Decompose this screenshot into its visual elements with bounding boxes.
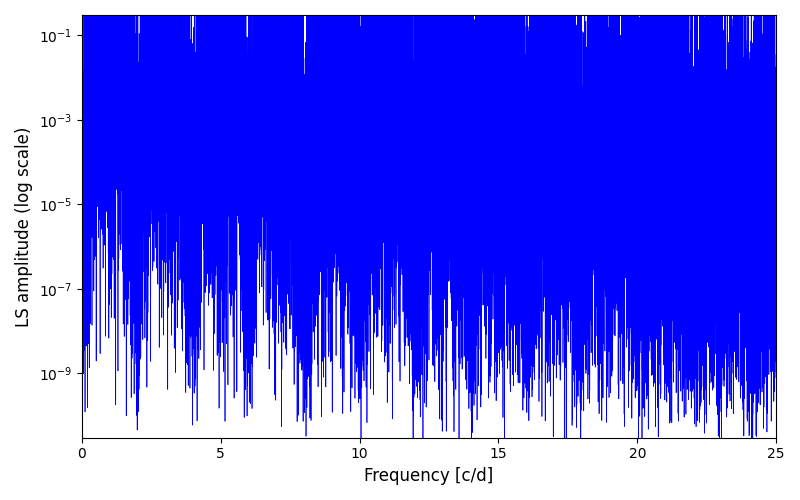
Y-axis label: LS amplitude (log scale): LS amplitude (log scale) <box>15 126 33 326</box>
X-axis label: Frequency [c/d]: Frequency [c/d] <box>364 467 494 485</box>
